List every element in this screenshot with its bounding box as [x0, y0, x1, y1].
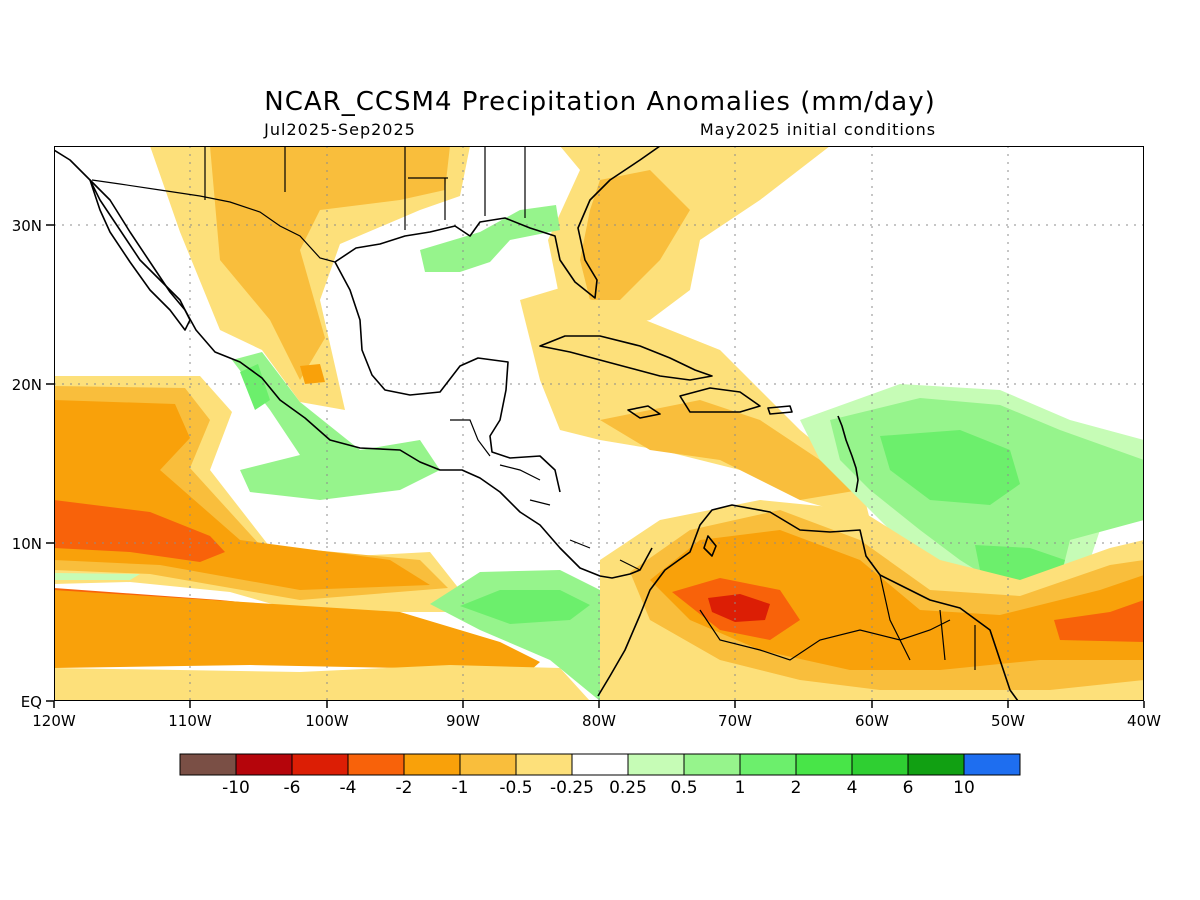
- colorbar-swatch: [963, 753, 1021, 776]
- y-tick-label: 30N: [12, 217, 42, 235]
- mexico-coast-wet-core: [240, 364, 270, 410]
- colorbar-swatch: [515, 753, 573, 776]
- maracaibo-basin: [703, 535, 717, 557]
- colorbar-swatch: [851, 753, 909, 776]
- colorbar-swatch: [291, 753, 349, 776]
- coastlines: [54, 146, 1019, 701]
- colorbar-label: 4: [847, 778, 858, 798]
- gridlines: [54, 146, 1144, 701]
- colorbar-label: 2: [791, 778, 802, 798]
- x-tick-label: 90W: [446, 712, 480, 730]
- baja-california-coastline: [89, 179, 191, 331]
- colorbar-swatch: [739, 753, 797, 776]
- gulf-of-mexico-coastline: [334, 146, 661, 299]
- central-america-pacific-wet-core: [460, 590, 590, 624]
- colorbar-swatch: [347, 753, 405, 776]
- initial-conditions: May2025 initial conditions: [700, 120, 936, 139]
- north-america-coastline: [54, 149, 653, 579]
- us-mexico-border: [91, 179, 336, 263]
- mexico-coast-wet: [232, 352, 440, 500]
- colorbar-label: -10: [222, 778, 250, 798]
- cuba-coastline: [539, 335, 713, 381]
- colorbar-swatch: [627, 753, 685, 776]
- plot-area: [54, 146, 1144, 701]
- south-america-borders: [699, 574, 976, 670]
- pacific-south-band-edge: [54, 665, 590, 701]
- us-state-borders: [204, 146, 526, 230]
- x-tick-label: 60W: [855, 712, 889, 730]
- atlantic-east-strong-dry: [1054, 600, 1144, 642]
- colorbar-label: 6: [903, 778, 914, 798]
- x-axis: 120W 110W 100W 90W 80W 70W 60W 50W 40W: [32, 701, 1161, 730]
- pacific-wet-stripe: [54, 573, 140, 580]
- colorbar-label: -0.5: [499, 778, 532, 798]
- colorbar-label: -6: [284, 778, 301, 798]
- colorbar-swatch: [571, 753, 629, 776]
- colorbar-swatch: [235, 753, 293, 776]
- lesser-antilles: [837, 415, 859, 493]
- colorbar-swatch: [179, 753, 237, 776]
- y-tick-label: 10N: [12, 535, 42, 553]
- caribbean-dry-inner: [600, 400, 860, 500]
- y-tick-label: EQ: [21, 693, 42, 711]
- colorbar-swatch: [907, 753, 965, 776]
- colorbar-label: 0.25: [609, 778, 647, 798]
- political-borders: [91, 146, 976, 670]
- pacific-south-band: [54, 590, 540, 680]
- hispaniola-coastline: [679, 387, 761, 413]
- forecast-period: Jul2025-Sep2025: [263, 120, 416, 139]
- y-axis: EQ 10N 20N 30N: [12, 217, 54, 711]
- west-mexico-dry-patch: [300, 364, 325, 384]
- x-tick-label: 80W: [582, 712, 616, 730]
- colorbar-swatch: [403, 753, 461, 776]
- x-tick-label: 70W: [718, 712, 752, 730]
- x-tick-label: 50W: [991, 712, 1025, 730]
- map-title: NCAR_CCSM4 Precipitation Anomalies (mm/d…: [264, 87, 936, 117]
- south-america-coastline: [597, 504, 1019, 701]
- west-mexico-dry-core: [210, 146, 450, 380]
- atlantic-dry-core: [580, 170, 690, 300]
- venezuela-core-dry: [708, 594, 770, 622]
- gulf-wet: [420, 205, 560, 272]
- colorbar-label: -1: [452, 778, 469, 798]
- x-tick-label: 110W: [168, 712, 212, 730]
- colorbar-label: -4: [340, 778, 357, 798]
- x-tick-label: 100W: [305, 712, 349, 730]
- colorbar-swatch: [683, 753, 741, 776]
- colorbar-swatch: [795, 753, 853, 776]
- mexico-gulf-and-yucatan-coastline: [334, 261, 561, 493]
- colorbar-swatches: [179, 753, 1021, 776]
- colorbar-label: -2: [396, 778, 413, 798]
- colorbar-swatch: [459, 753, 517, 776]
- colorbar-label: 10: [953, 778, 975, 798]
- colorbar-label: 1: [735, 778, 746, 798]
- central-america-borders: [450, 419, 641, 571]
- atlantic-wet-core: [880, 430, 1020, 505]
- puerto-rico-coastline: [767, 405, 793, 415]
- pacific-core-a: [54, 500, 225, 562]
- colorbar-labels: -10 -6 -4 -2 -1 -0.5 -0.25 0.25 0.5 1 2 4 6 10: [222, 778, 975, 798]
- jamaica-coastline: [627, 405, 661, 419]
- y-tick-label: 20N: [12, 376, 42, 394]
- colorbar: -10 -6 -4 -2 -1 -0.5 -0.25 0.25 0.5 1 2 4 6 10: [179, 753, 1021, 798]
- colorbar-label: -0.25: [550, 778, 594, 798]
- colorbar-label: 0.5: [670, 778, 697, 798]
- x-tick-label: 40W: [1127, 712, 1161, 730]
- x-tick-label: 120W: [32, 712, 76, 730]
